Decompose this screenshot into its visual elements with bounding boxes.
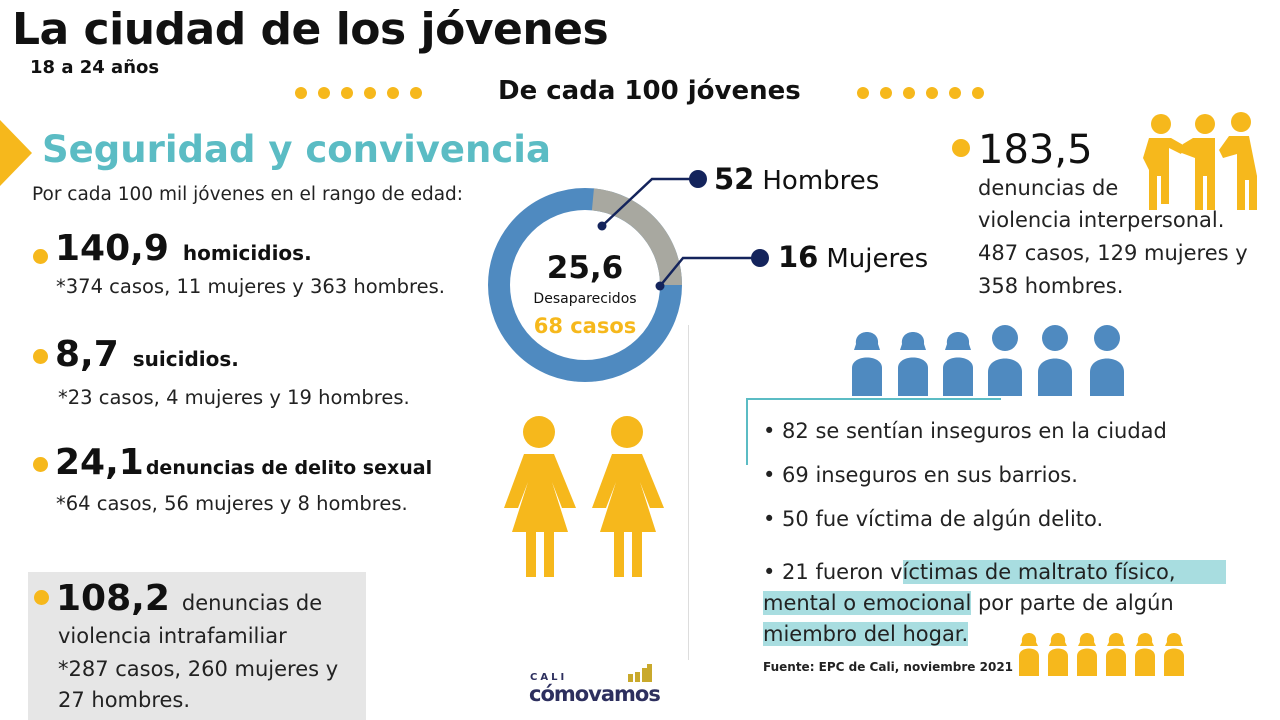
stat-value: 108,2	[56, 578, 170, 619]
section-intro: Por cada 100 mil jóvenes en el rango de …	[32, 184, 464, 205]
leader-line-women	[659, 256, 760, 287]
women-label: Mujeres	[826, 244, 929, 274]
abuse-highlight: mental o emocional	[763, 591, 972, 615]
dots-decoration-right	[857, 87, 984, 99]
divider-line	[688, 325, 689, 660]
stat-detail: *374 casos, 11 mujeres y 363 hombres.	[56, 275, 445, 298]
stat-value: 24,1	[55, 442, 144, 483]
perception-item: • 69 inseguros en sus barrios.	[763, 463, 1078, 487]
abuse-text-part: por parte de algún	[971, 591, 1174, 615]
bullet-dot-icon	[952, 139, 970, 157]
page-title: La ciudad de los jóvenes	[12, 4, 609, 55]
leader-dot	[655, 281, 665, 291]
missing-donut-chart	[488, 170, 769, 382]
leader-dot	[689, 170, 707, 188]
interpersonal-value: 183,5	[978, 127, 1093, 173]
stat-value: 140,9	[55, 228, 169, 269]
woman-icon	[1106, 633, 1126, 676]
logo-city: CALI	[530, 672, 568, 683]
stat-value: 8,7	[55, 334, 119, 375]
women-row-icon	[1019, 633, 1184, 676]
man-icon	[1090, 325, 1124, 396]
leader-dot	[597, 221, 607, 231]
woman-icon	[1164, 633, 1184, 676]
section-title: Seguridad y convivencia	[42, 128, 551, 171]
leader-line-men	[601, 177, 698, 227]
stat-label: homicidios.	[182, 241, 312, 265]
stat-detail: 27 hombres.	[58, 688, 191, 712]
logo-bars-icon	[628, 664, 652, 682]
fighting-people-icon	[1143, 112, 1257, 210]
stat-homicides: 140,9 homicidios.	[55, 228, 312, 269]
stat-detail: *64 casos, 56 mujeres y 8 hombres.	[56, 492, 408, 515]
source-note: Fuente: EPC de Cali, noviembre 2021	[763, 660, 1014, 674]
man-icon	[1038, 325, 1072, 396]
missing-value: 25,6	[546, 250, 624, 286]
missing-label: Desaparecidos	[533, 291, 637, 307]
donut-women-segment	[591, 188, 682, 286]
age-range: 18 a 24 años	[30, 57, 160, 78]
bullet-dot-icon	[33, 457, 48, 472]
intrafamily-violence-box: 108,2 denuncias de violencia intrafamilia…	[28, 572, 366, 720]
woman-icon	[1077, 633, 1097, 676]
bullet-dot-icon	[34, 590, 49, 605]
missing-cases: 68 casos	[533, 314, 637, 338]
missing-men: 52 Hombres	[714, 162, 879, 196]
stat-detail: *287 casos, 260 mujeres y	[58, 657, 339, 681]
interpersonal-detail: 487 casos, 129 mujeres y	[978, 241, 1248, 265]
woman-icon	[504, 416, 576, 577]
woman-icon	[943, 332, 973, 396]
stat-label: denuncias de delito sexual	[145, 457, 433, 479]
teal-bracket	[746, 398, 1001, 465]
woman-icon	[898, 332, 928, 396]
abuse-highlight: miembro del hogar.	[763, 622, 969, 646]
stat-sexual-crime: 24,1 denuncias de delito sexual	[55, 442, 432, 483]
stat-label: denuncias de	[181, 591, 323, 615]
woman-icon	[1135, 633, 1155, 676]
missing-women: 16 Mujeres	[778, 240, 928, 274]
perception-item: • 82 se sentían inseguros en la ciudad	[763, 419, 1167, 443]
stat-label-line: violencia intrafamiliar	[58, 624, 287, 648]
leader-dot	[751, 249, 769, 267]
interpersonal-detail: 358 hombres.	[978, 274, 1124, 298]
triangle-marker-icon	[0, 120, 32, 186]
woman-icon	[852, 332, 882, 396]
stat-suicides: 8,7 suicidios.	[55, 334, 239, 375]
logo-brand: cómovamos	[529, 682, 661, 706]
woman-icon	[592, 416, 664, 577]
abuse-highlight: íctimas de maltrato físico,	[902, 560, 1226, 584]
stat-label: suicidios.	[132, 347, 239, 371]
interpersonal-label: denuncias de	[978, 176, 1119, 200]
bullet-dot-icon	[33, 349, 48, 364]
women-figures-icon	[504, 416, 664, 577]
men-count: 52	[714, 162, 755, 196]
interpersonal-label: violencia interpersonal.	[978, 208, 1225, 232]
dots-decoration-left	[295, 87, 422, 99]
woman-icon	[1019, 633, 1039, 676]
abuse-text: • 21 fueron víctimas de maltrato físico,…	[763, 557, 1253, 650]
man-icon	[988, 325, 1022, 396]
perception-item: • 50 fue víctima de algún delito.	[763, 507, 1104, 531]
people-row-icon	[852, 325, 1124, 396]
women-count: 16	[778, 240, 819, 274]
abuse-text-part: • 21 fueron v	[763, 560, 903, 584]
stat-detail: *23 casos, 4 mujeres y 19 hombres.	[58, 386, 410, 409]
per-100-heading: De cada 100 jóvenes	[498, 76, 801, 106]
woman-icon	[1048, 633, 1068, 676]
men-label: Hombres	[762, 166, 880, 196]
bullet-dot-icon	[33, 249, 48, 264]
